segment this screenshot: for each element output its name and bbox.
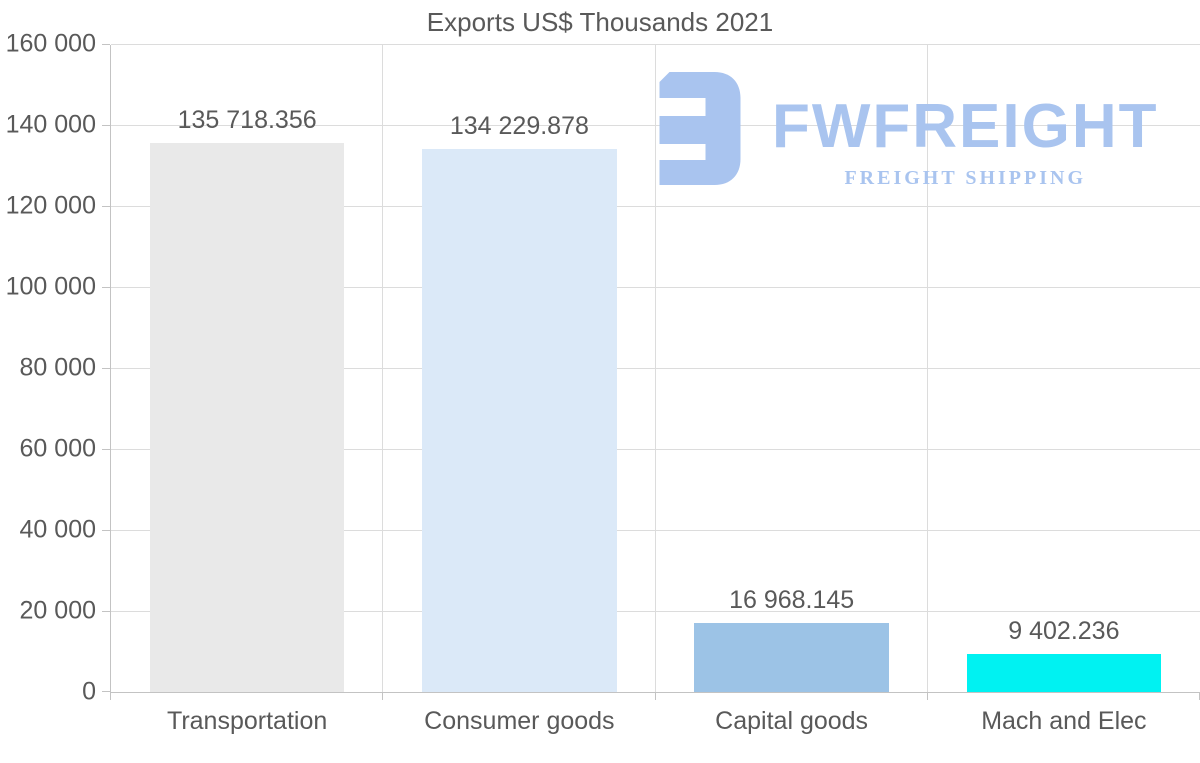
y-axis-label: 20 000 <box>19 596 96 625</box>
y-axis-tick <box>102 691 110 692</box>
freight-logo-icon <box>659 72 741 185</box>
y-axis-tick <box>102 611 110 612</box>
x-axis-category-label: Transportation <box>166 707 328 735</box>
y-axis-label: 100 000 <box>5 272 96 301</box>
y-axis-label: 40 000 <box>19 515 96 544</box>
logo-text-block: FWFREIGHT FREIGHT SHIPPING <box>772 72 1159 190</box>
gridline-horizontal <box>111 287 1200 288</box>
y-axis-label: 0 <box>82 677 96 706</box>
y-axis-tick <box>102 530 110 531</box>
x-axis-tick <box>110 692 111 700</box>
bar-transportation <box>149 143 345 692</box>
y-axis-tick <box>102 44 110 45</box>
y-axis-label: 80 000 <box>19 353 96 382</box>
y-axis-label: 140 000 <box>5 110 96 139</box>
bar-mach-and-elec <box>966 653 1162 692</box>
plot-area: 0 20 000 40 000 60 000 80 000 100 000 120 000 1… <box>6 31 1200 735</box>
bar-column-consumer-goods: 134 229.878 Consumer goods <box>383 45 655 735</box>
gridline-horizontal <box>111 125 1200 126</box>
x-axis-category-label: Mach and Elec <box>981 707 1147 735</box>
y-axis-tick <box>102 368 110 369</box>
gridline-horizontal <box>111 368 1200 369</box>
y-axis-tick <box>102 206 110 207</box>
bar-column-mach-and-elec: 9 402.236 Mach and Elec <box>928 45 1200 735</box>
bar-column-transportation: 135 718.356 Transportation <box>111 45 383 735</box>
gridline-vertical <box>382 45 384 692</box>
bar-capital-goods <box>694 623 889 692</box>
logo-subtitle: FREIGHT SHIPPING <box>844 167 1087 189</box>
y-axis-label: 60 000 <box>19 434 96 463</box>
gridline-horizontal <box>111 206 1200 207</box>
x-axis-tick <box>926 692 928 700</box>
brand-logo: FWFREIGHT FREIGHT SHIPPING <box>655 72 1159 190</box>
logo-wordmark: FWFREIGHT <box>772 92 1159 161</box>
gridline-vertical <box>654 45 656 692</box>
y-axis-tick <box>102 449 110 450</box>
x-axis-tick <box>382 692 384 700</box>
x-axis-tick <box>654 692 656 700</box>
y-axis-tick <box>102 287 110 288</box>
bar-value-label: 134 229.878 <box>449 112 589 141</box>
y-axis-label: 160 000 <box>5 29 96 58</box>
bar-value-label: 16 968.145 <box>729 586 855 615</box>
bar-value-label: 9 402.236 <box>1008 616 1120 645</box>
chart-title: Exports US$ Thousands 2021 <box>426 7 774 37</box>
gridline-horizontal <box>111 611 1200 612</box>
bar-column-capital-goods: 16 968.145 Capital goods <box>656 45 928 735</box>
y-axis-label: 120 000 <box>5 191 96 220</box>
x-axis-category-label: Capital goods <box>715 707 869 735</box>
bar-consumer-goods <box>422 149 617 692</box>
gridline-vertical <box>926 45 928 692</box>
y-axis-tick <box>102 125 110 126</box>
bar-value-label: 135 718.356 <box>177 106 317 135</box>
x-axis-category-label: Consumer goods <box>424 707 615 735</box>
gridline-horizontal <box>111 530 1200 531</box>
gridline-horizontal <box>111 449 1200 450</box>
gridline-horizontal <box>111 44 1200 45</box>
